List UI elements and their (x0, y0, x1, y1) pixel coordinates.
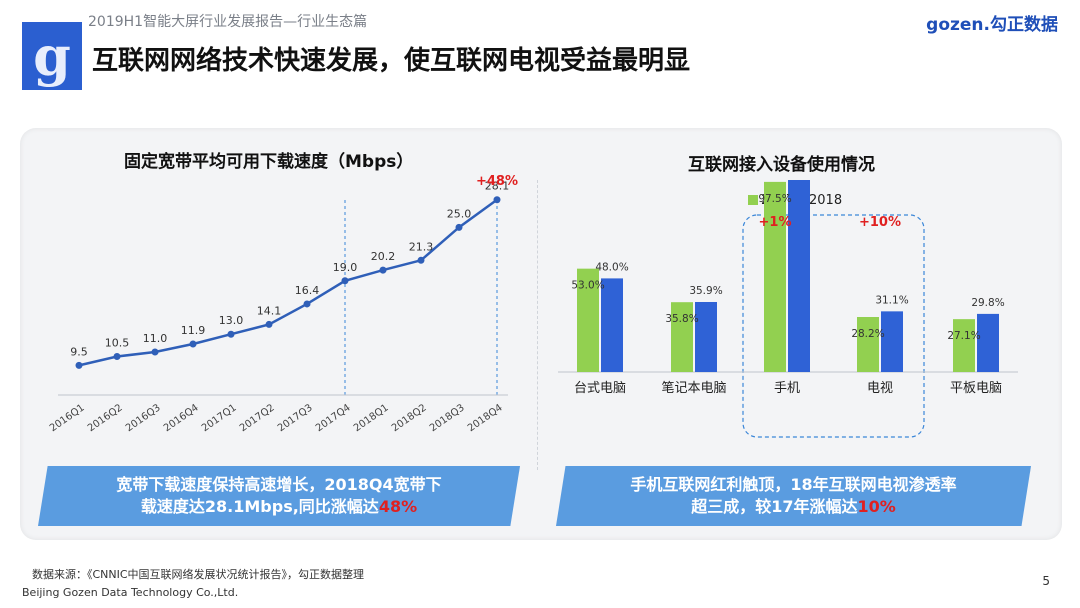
bar-2018 (881, 311, 903, 372)
x-tick-label: 2016Q2 (86, 402, 125, 434)
brand-logo: gozen.勾正数据 (926, 15, 1058, 35)
category-label: 笔记本电脑 (661, 380, 726, 396)
data-point (303, 300, 311, 308)
logo-block: g (22, 22, 82, 90)
x-tick-label: 2018Q3 (428, 402, 467, 434)
x-tick-label: 2018Q4 (466, 402, 505, 434)
bar-2017 (764, 181, 786, 372)
data-point (189, 340, 197, 348)
data-label-2018: 31.1% (875, 294, 908, 306)
callout-tv-penetration: 手机互联网红利触顶，18年互联网电视渗透率 超三成，较17年涨幅达10% (556, 466, 1031, 526)
legend-label-2018: 2018 (809, 193, 842, 208)
data-label: 13.0 (219, 314, 244, 327)
data-label: 19.0 (333, 261, 358, 274)
data-label-2017: 27.1% (947, 330, 980, 342)
data-label-2018: 35.9% (689, 285, 722, 297)
data-label: 10.5 (105, 336, 130, 349)
x-tick-label: 2017Q2 (238, 402, 277, 434)
x-tick-label: 2017Q4 (314, 402, 353, 434)
series-line (78, 198, 498, 367)
x-tick-label: 2018Q2 (390, 402, 429, 434)
x-tick-label: 2018Q1 (352, 402, 391, 434)
data-point (75, 361, 83, 369)
data-point (151, 348, 159, 356)
x-tick-label: 2016Q4 (162, 402, 201, 434)
data-label: 28.1 (485, 180, 510, 193)
company-name: Beijing Gozen Data Technology Co.,Ltd. (22, 586, 239, 599)
growth-annotation: +48% (476, 174, 518, 189)
data-label-2018: 48.0% (595, 261, 628, 273)
data-label: 14.1 (257, 304, 282, 317)
line-chart-title: 固定宽带平均可用下载速度（Mbps） (124, 152, 414, 172)
category-label: 台式电脑 (574, 381, 626, 396)
bar-2017 (953, 319, 975, 372)
data-point (417, 256, 425, 264)
bar-2018 (788, 180, 810, 372)
device-usage-bar-chart: 2017201853.0%48.0%台式电脑35.8%35.9%笔记本电脑97.… (558, 180, 1018, 438)
category-label: 手机 (774, 381, 800, 396)
data-point (379, 266, 387, 274)
data-label-2017: 97.5% (758, 193, 791, 205)
data-label-2017: 53.0% (571, 280, 604, 292)
callout-broadband: 宽带下载速度保持高速增长，2018Q4宽带下 载速度达28.1Mbps,同比涨幅… (38, 466, 520, 526)
bar-2018 (695, 301, 717, 372)
callout-right-line2: 超三成，较17年涨幅达 (691, 497, 858, 516)
bar-2017 (577, 268, 599, 372)
data-point (265, 320, 273, 328)
panel-divider (537, 180, 538, 470)
bar-2017 (671, 302, 693, 372)
page-number: 5 (1042, 574, 1050, 588)
category-label: 平板电脑 (950, 381, 1002, 396)
x-tick-label: 2016Q1 (48, 402, 87, 434)
bar-2018 (601, 278, 623, 372)
x-tick-label: 2017Q3 (276, 402, 315, 434)
x-tick-label: 2016Q3 (124, 402, 163, 434)
category-label: 电视 (867, 381, 893, 396)
bar-2017 (857, 317, 879, 372)
callout-right-line1: 手机互联网红利触顶，18年互联网电视渗透率 (630, 475, 957, 494)
data-label: 16.4 (295, 284, 320, 297)
data-point (493, 196, 501, 204)
data-label: 25.0 (447, 207, 472, 220)
callout-left-line2: 载速度达28.1Mbps,同比涨幅达 (140, 497, 379, 516)
broadband-speed-line-chart: 9.5 2016Q1 10.5 2016Q2 11.0 2016Q3 11.9 2016Q4 1… (48, 174, 518, 434)
data-point (113, 352, 121, 360)
data-label: 11.0 (143, 332, 168, 345)
x-tick-label: 2017Q1 (200, 402, 239, 434)
data-label: 9.5 (70, 345, 88, 358)
growth-annotation: +10% (859, 215, 901, 230)
data-point (227, 330, 235, 338)
bar-2018 (977, 313, 999, 372)
data-point (455, 223, 463, 231)
data-label: 11.9 (181, 324, 206, 337)
data-label: 20.2 (371, 250, 396, 263)
growth-annotation: +1% (759, 215, 792, 230)
legend-swatch-2017 (748, 195, 758, 205)
bar-chart-title: 互联网接入设备使用情况 (688, 155, 875, 175)
data-label-2017: 35.8% (665, 313, 698, 325)
data-label-2018: 29.8% (971, 297, 1004, 309)
logo-g-icon: g (33, 24, 71, 88)
callout-left-highlight: 48% (378, 497, 418, 516)
callout-left-line1: 宽带下载速度保持高速增长，2018Q4宽带下 (116, 475, 442, 494)
page-title: 互联网网络技术快速发展，使互联网电视受益最明显 (92, 46, 691, 76)
data-point (341, 277, 349, 285)
callout-right-highlight: 10% (857, 497, 896, 516)
report-subtitle: 2019H1智能大屏行业发展报告—行业生态篇 (88, 14, 368, 30)
data-label: 21.3 (409, 240, 434, 253)
data-source-note: 数据来源：《CNNIC中国互联网络发展状况统计报告》，勾正数据整理 (32, 568, 365, 581)
data-label-2017: 28.2% (851, 328, 884, 340)
